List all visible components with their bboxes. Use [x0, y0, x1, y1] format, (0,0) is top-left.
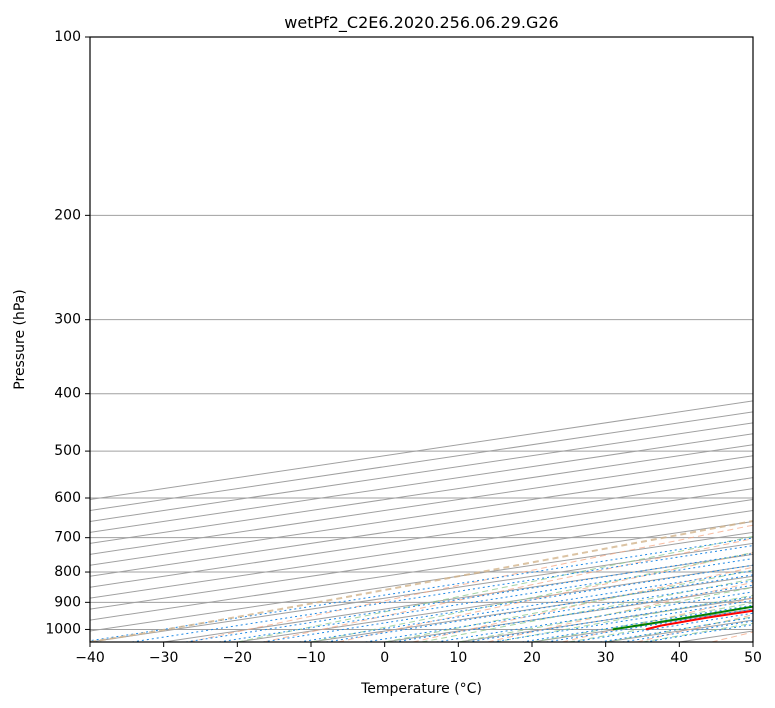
x-tick-label: −10: [296, 650, 326, 666]
y-tick-label: 100: [54, 29, 81, 45]
y-tick-label: 900: [54, 594, 81, 610]
mixing-ratio-line: [522, 604, 753, 642]
isotherm-line: [90, 542, 753, 642]
moist-adiabat-line: [531, 602, 753, 642]
mixing-ratio-line: [131, 545, 753, 642]
isotherm-line: [90, 531, 753, 632]
y-tick-label: 700: [54, 530, 81, 546]
mixing-ratio-line: [299, 570, 753, 642]
dewpoint-line: [612, 605, 753, 631]
dry-adiabat-line: [188, 524, 753, 642]
y-tick-label: 1000: [45, 621, 81, 637]
mixing-ratio-line: [599, 616, 753, 642]
isotherm-line: [90, 488, 753, 588]
isotherm-line: [90, 411, 753, 512]
x-tick-label: 20: [523, 650, 541, 666]
x-tick-label: −20: [223, 650, 253, 666]
x-tick-label: 0: [380, 650, 389, 666]
moist-adiabat-line: [458, 586, 753, 642]
x-tick-label: 30: [597, 650, 615, 666]
isotherm-line: [90, 433, 753, 533]
y-tick-label: 400: [54, 386, 81, 402]
melting-curve-line: [90, 519, 753, 642]
x-axis-label: Temperature (°C): [360, 681, 482, 697]
profile-series: [612, 605, 753, 631]
isotherm-line: [752, 641, 753, 642]
x-tick-label: −40: [75, 650, 105, 666]
isotherm-line: [531, 608, 753, 642]
isotherm-line: [90, 455, 753, 555]
x-axis-ticks: −40 −30 −20 −10 0 10 20 30 40 50: [75, 642, 762, 666]
plot-area: 0.10.20.40.611.52346810131620253036-100-…: [90, 37, 753, 642]
isotherm-line: [310, 575, 753, 642]
isotherm-line: [90, 520, 753, 621]
moist-adiabat-line: [421, 578, 753, 642]
x-tick-label: −30: [149, 650, 179, 666]
mixing-ratio-line: [546, 608, 753, 642]
y-tick-label: 200: [54, 207, 81, 223]
dry-adiabat-line: [711, 631, 753, 642]
moist-adiabat-line: [605, 616, 753, 642]
y-axis-label: Pressure (hPa): [12, 289, 28, 389]
moist-adiabat-line: [642, 622, 753, 642]
isotherm-line: [90, 444, 753, 544]
isotherm-line: [90, 422, 753, 522]
y-tick-label: 800: [54, 564, 81, 580]
mixing-ratio-line: [185, 553, 753, 642]
dry-adiabat-lines: [188, 524, 753, 642]
y-tick-label: 300: [54, 312, 81, 328]
moist-adiabat-line: [568, 609, 753, 642]
dry-adiabat-line: [487, 581, 753, 642]
mixing-ratio-line: [218, 558, 753, 642]
plot-frame: [89, 36, 754, 643]
isotherm-line: [90, 477, 753, 577]
moist-adiabat-line: [495, 594, 753, 642]
y-tick-label: 500: [54, 443, 81, 459]
x-tick-label: 10: [449, 650, 467, 666]
mixing-ratio-line: [262, 564, 753, 642]
moist-adiabat-line: [310, 552, 753, 642]
melting-curve: [90, 519, 753, 642]
x-tick-label: 50: [744, 650, 762, 666]
mixing-ratio-lines: [90, 537, 753, 642]
y-tick-label: 600: [54, 490, 81, 506]
isotherm-line: [90, 499, 753, 599]
isotherm-line: [90, 509, 753, 610]
y-axis-ticks: 100 200 300 400 500 600 700 800 900 1000: [45, 29, 90, 637]
isotherm-line: [90, 466, 753, 566]
isotherm-line: [605, 619, 753, 642]
isotherm-line: [679, 630, 753, 642]
dry-adiabat-line: [636, 614, 753, 642]
isotherm-line: [458, 597, 753, 642]
isotherm-lines: [90, 400, 753, 642]
x-tick-label: 40: [670, 650, 688, 666]
chart-title: wetPf2_C2E6.2020.256.06.29.G26: [284, 13, 558, 33]
isotherm-line: [90, 400, 753, 501]
temperature-line: [645, 609, 753, 631]
